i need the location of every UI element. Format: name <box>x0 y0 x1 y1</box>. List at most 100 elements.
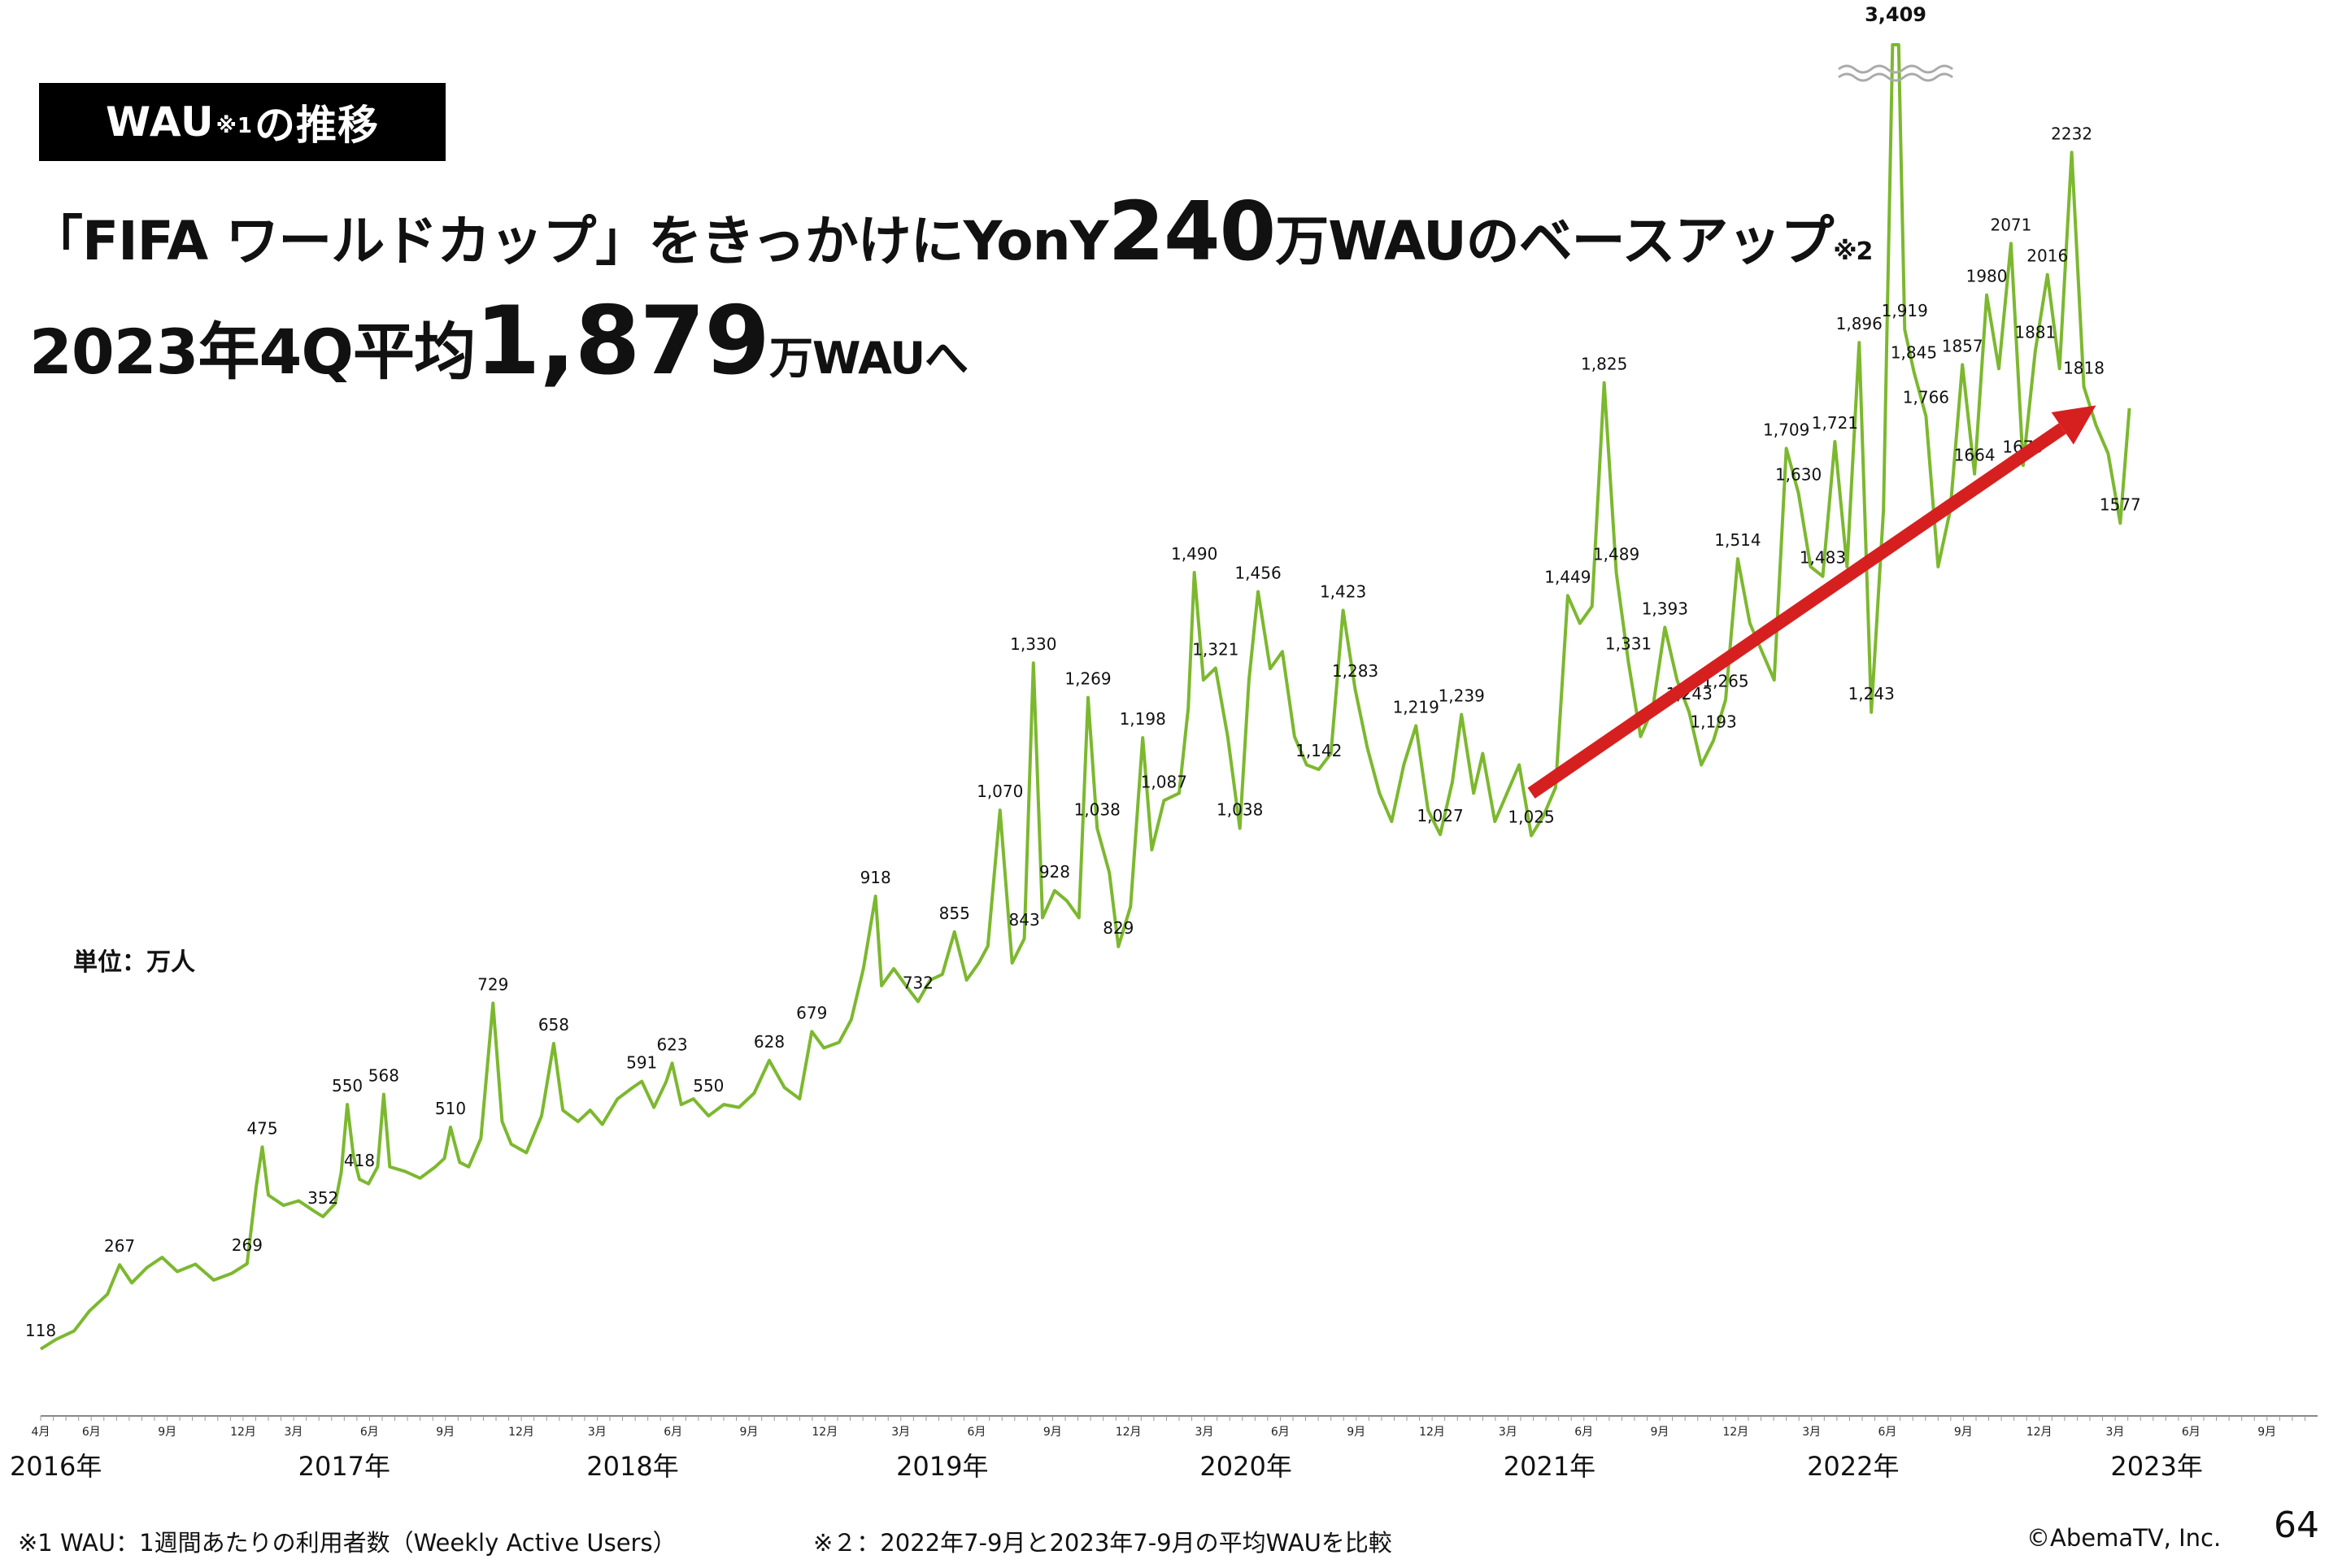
footnote-1: ※1 WAU：1週間あたりの利用者数（Weekly Active Users） <box>18 1529 677 1557</box>
data-label: 568 <box>368 1066 399 1086</box>
data-label: 1,766 <box>1903 388 1949 407</box>
x-month-tick-label: 6月 <box>82 1426 101 1439</box>
data-label: 928 <box>1039 862 1070 882</box>
x-year-label: 2020年 <box>1199 1451 1291 1482</box>
x-month-tick-label: 12月 <box>508 1426 534 1439</box>
data-label: 1,393 <box>1642 599 1688 618</box>
headline-2-post: 万WAUへ <box>768 333 969 384</box>
x-month-tick-label: 6月 <box>1878 1426 1897 1439</box>
data-label: 729 <box>477 975 508 995</box>
axis-break-mark <box>1838 72 1954 82</box>
x-month-tick-label: 4月 <box>32 1426 50 1439</box>
x-year-label: 2019年 <box>896 1451 988 1482</box>
x-month-tick-label: 6月 <box>2182 1426 2201 1439</box>
data-label: 1,283 <box>1332 661 1378 681</box>
data-label: 732 <box>903 973 934 992</box>
data-label: 829 <box>1103 918 1134 938</box>
x-month-tick-label: 3月 <box>891 1426 910 1439</box>
data-label: 1,269 <box>1064 669 1111 689</box>
data-label: 1,489 <box>1593 545 1639 564</box>
data-label: 1,845 <box>1891 343 1937 363</box>
data-label: 1,198 <box>1120 709 1166 729</box>
x-month-tick-label: 9月 <box>1347 1426 1365 1439</box>
data-label: 1,456 <box>1234 563 1281 582</box>
x-month-tick-label: 9月 <box>740 1426 759 1439</box>
x-month-tick-label: 12月 <box>1419 1426 1445 1439</box>
data-label: 1,243 <box>1848 684 1895 703</box>
data-label: 1,423 <box>1320 581 1366 601</box>
data-label: 1,919 <box>1882 301 1928 320</box>
data-label: 418 <box>344 1151 375 1170</box>
headline-2-number: 1,879 <box>475 286 770 396</box>
x-month-tick-label: 3月 <box>1802 1426 1821 1439</box>
data-label: 1,027 <box>1417 806 1463 825</box>
data-label: 1664 <box>1954 446 1996 465</box>
x-month-tick-label: 6月 <box>1271 1426 1290 1439</box>
x-year-label: 2021年 <box>1504 1451 1595 1482</box>
x-month-tick-label: 9月 <box>1043 1426 1062 1439</box>
data-label: 1881 <box>2014 323 2056 342</box>
data-label: 2071 <box>1990 215 2031 234</box>
x-month-tick-label: 6月 <box>968 1426 986 1439</box>
x-month-tick-label: 12月 <box>2026 1426 2053 1439</box>
x-month-tick-label: 12月 <box>230 1426 256 1439</box>
x-year-label: 2017年 <box>298 1451 390 1482</box>
data-label: 2232 <box>2051 124 2092 143</box>
headline-1-number: 240 <box>1108 184 1276 279</box>
data-label: 1,896 <box>1836 314 1883 333</box>
data-label: 1,038 <box>1074 799 1121 819</box>
data-label: 1,087 <box>1141 772 1187 791</box>
data-label: 855 <box>939 904 970 923</box>
x-month-tick-label: 12月 <box>812 1426 838 1439</box>
data-label: 1,483 <box>1800 548 1846 568</box>
x-year-label: 2018年 <box>586 1451 678 1482</box>
data-label: 1818 <box>2063 359 2105 378</box>
data-label: 623 <box>656 1034 687 1054</box>
data-label: 1980 <box>1966 267 2008 286</box>
data-label: 918 <box>860 868 891 887</box>
data-label: 591 <box>626 1053 657 1073</box>
data-label: 550 <box>693 1076 724 1095</box>
x-month-tick-label: 3月 <box>2106 1426 2125 1439</box>
wau-series-line <box>39 43 2131 1351</box>
data-label: 1,331 <box>1605 634 1652 654</box>
section-badge: WAU ※1 の推移 <box>39 83 446 161</box>
data-label: 118 <box>25 1321 56 1340</box>
copyright: ©AbemaTV, Inc. <box>2026 1524 2222 1552</box>
data-label: 3,409 <box>1865 3 1926 26</box>
data-label: 628 <box>754 1032 785 1052</box>
data-label: 1,330 <box>1010 634 1056 654</box>
page-number: 64 <box>2274 1505 2319 1546</box>
x-month-tick-label: 12月 <box>1116 1426 1142 1439</box>
x-month-tick-label: 9月 <box>1651 1426 1669 1439</box>
data-label: 843 <box>1009 910 1040 930</box>
data-label: 269 <box>232 1235 263 1255</box>
data-label: 1,038 <box>1217 799 1263 819</box>
data-label: 1,825 <box>1581 355 1627 374</box>
x-month-tick-label: 9月 <box>158 1426 176 1439</box>
badge-suffix: の推移 <box>255 102 380 149</box>
x-month-tick-label: 12月 <box>1722 1426 1748 1439</box>
data-label: 1857 <box>1942 336 1983 355</box>
footnote-2: ※２：2022年7-9月と2023年7-9月の平均WAUを比較 <box>813 1529 1392 1557</box>
x-month-tick-label: 3月 <box>285 1426 303 1439</box>
badge-note: ※1 <box>215 114 254 138</box>
data-label: 1,321 <box>1192 639 1238 659</box>
trend-arrow-head <box>2051 405 2096 445</box>
data-label: 1577 <box>2100 494 2141 514</box>
data-label: 1,142 <box>1295 741 1342 760</box>
data-label: 352 <box>307 1188 338 1208</box>
data-label: 1,490 <box>1171 544 1217 564</box>
headline-1-pre: 「FIFA ワールドカップ」をきっかけにYonY <box>29 210 1108 272</box>
data-label: 1,070 <box>977 782 1023 801</box>
data-label: 1,025 <box>1508 808 1554 827</box>
data-label: 1,239 <box>1439 686 1485 706</box>
x-month-tick-label: 6月 <box>664 1426 682 1439</box>
data-label: 1,193 <box>1690 712 1736 732</box>
data-label: 1,721 <box>1812 413 1858 433</box>
trend-arrow-shaft <box>1527 423 2066 799</box>
x-month-tick-label: 9月 <box>436 1426 455 1439</box>
unit-label: 単位：万人 <box>73 948 195 977</box>
x-year-label: 2023年 <box>2110 1451 2202 1482</box>
x-year-label: 2022年 <box>1807 1451 1899 1482</box>
